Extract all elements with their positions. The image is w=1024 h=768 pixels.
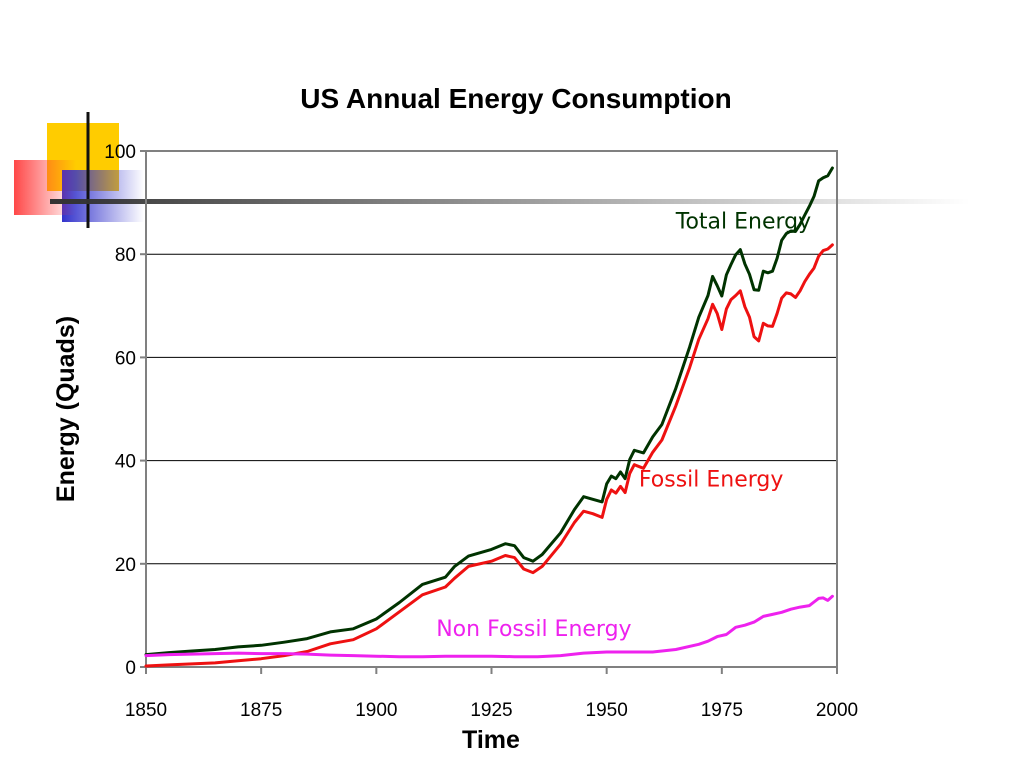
x-tick-label-1950: 1950 bbox=[586, 700, 628, 721]
y-tick-label-0: 0 bbox=[125, 658, 136, 679]
y-axis-title: Energy (Quads) bbox=[52, 316, 80, 502]
y-axis: 0 20 40 60 80 100 bbox=[104, 142, 146, 679]
y-tick-label-20: 20 bbox=[115, 555, 136, 576]
deco-horizontal-rule bbox=[50, 199, 970, 204]
series-line-total-energy bbox=[144, 166, 834, 657]
y-tick-label-100: 100 bbox=[104, 142, 136, 163]
x-tick-label-2000: 2000 bbox=[816, 700, 858, 721]
series-label-total-energy: Total Energy bbox=[675, 209, 811, 234]
grid-lines bbox=[146, 253, 837, 565]
y-tick-label-60: 60 bbox=[115, 348, 136, 369]
x-axis: 1850 1875 1900 1925 1950 1975 2000 bbox=[125, 667, 858, 721]
slide-decoration bbox=[14, 112, 970, 228]
x-tick-label-1850: 1850 bbox=[125, 700, 167, 721]
chart-title: US Annual Energy Consumption bbox=[300, 83, 731, 114]
x-tick-label-1925: 1925 bbox=[470, 700, 512, 721]
y-tick-label-80: 80 bbox=[115, 245, 136, 266]
x-axis-title: Time bbox=[462, 726, 520, 754]
series-label-non-fossil-energy: Non Fossil Energy bbox=[436, 617, 631, 642]
y-tick-label-40: 40 bbox=[115, 452, 136, 473]
series-label-fossil-energy: Fossil Energy bbox=[639, 467, 784, 492]
deco-red-square bbox=[14, 160, 76, 215]
x-tick-label-1875: 1875 bbox=[240, 700, 282, 721]
series-labels: Total Energy Fossil Energy Non Fossil Ener… bbox=[436, 209, 811, 642]
series-line-fossil-energy bbox=[144, 243, 834, 668]
x-tick-label-1900: 1900 bbox=[355, 700, 397, 721]
series-line-non-fossil-energy bbox=[144, 594, 834, 659]
series-group bbox=[144, 166, 834, 668]
x-tick-label-1975: 1975 bbox=[701, 700, 743, 721]
